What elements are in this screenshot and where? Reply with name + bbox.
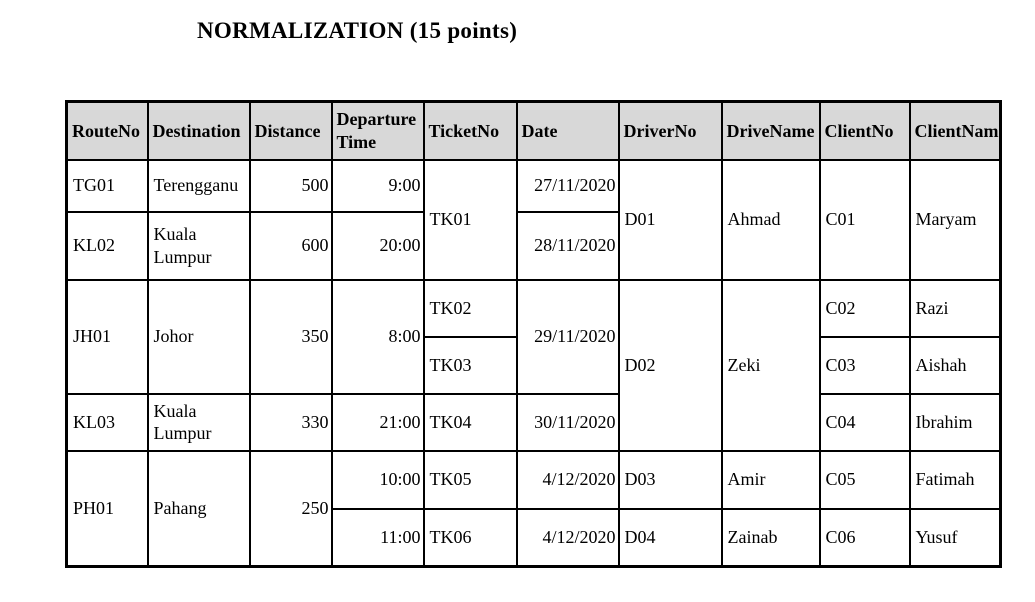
cell-distance: 500 (248, 158, 333, 213)
cell-ticketno: TK06 (422, 507, 518, 568)
cell-routeno: KL03 (65, 392, 149, 452)
col-header-destination: Destination (146, 100, 251, 161)
cell-routeno: PH01 (65, 449, 149, 568)
cell-drivename: Zainab (720, 507, 821, 568)
cell-departure-time: 20:00 (330, 210, 425, 281)
table-row: TK03 C03 Aishah (67, 335, 1002, 395)
normalization-table: RouteNo Destination Distance Departure T… (65, 100, 1002, 568)
cell-ticketno: TK01 (422, 158, 518, 281)
table-row: KL02 Kuala Lumpur 600 20:00 28/11/2020 (65, 210, 1001, 281)
cell-date: 4/12/2020 (515, 507, 620, 568)
cell-ticketno: TK05 (422, 449, 518, 510)
cell-departure-time: 9:00 (330, 158, 425, 213)
cell-clientno: C02 (818, 278, 911, 338)
col-header-distance: Distance (248, 100, 333, 161)
table-row: 11:00 TK06 4/12/2020 D04 Zainab C06 Yusu… (67, 507, 1002, 568)
col-header-driverno: DriverNo (617, 100, 723, 161)
cell-ticketno: TK04 (422, 392, 518, 452)
cell-driverno: D03 (617, 449, 723, 510)
cell-clientno: C04 (818, 392, 911, 452)
table-row: KL03 Kuala Lumpur 330 21:00 TK04 30/11/2… (65, 392, 1002, 452)
col-header-date: Date (515, 100, 620, 161)
cell-clientname: Ibrahim (908, 392, 1002, 452)
table-row: PH01 Pahang 250 10:00 TK05 4/12/2020 D03… (65, 449, 1002, 568)
cell-departure-time: 11:00 (330, 507, 425, 568)
cell-date: 4/12/2020 (515, 449, 620, 510)
col-header-drivename: DriveName (720, 100, 821, 161)
cell-destination: Terengganu (146, 158, 251, 213)
cell-date: 29/11/2020 (515, 278, 620, 395)
cell-drivename: Ahmad (720, 158, 821, 281)
cell-clientname: Maryam (908, 158, 1002, 281)
cell-departure-time: 21:00 (330, 392, 425, 452)
cell-ticketno: TK02 (422, 278, 518, 338)
cell-destination: Johor (146, 278, 251, 395)
cell-distance: 330 (248, 392, 333, 452)
table-row: JH01 Johor 350 8:00 TK02 29/11/2020 D02 … (65, 278, 1002, 452)
cell-driverno: D01 (617, 158, 723, 281)
cell-destination: Kuala Lumpur (146, 210, 251, 281)
page-title: NORMALIZATION (15 points) (197, 18, 518, 43)
cell-date: 30/11/2020 (515, 392, 620, 452)
cell-clientname: Razi (908, 278, 1002, 338)
cell-clientno: C03 (818, 335, 911, 395)
cell-drivename: Amir (720, 449, 821, 510)
cell-routeno: JH01 (65, 278, 149, 395)
cell-clientname: Fatimah (908, 449, 1002, 510)
col-header-routeno: RouteNo (65, 100, 149, 161)
cell-routeno: TG01 (65, 158, 149, 213)
cell-ticketno: TK03 (422, 335, 518, 395)
col-header-ticketno: TicketNo (422, 100, 518, 161)
col-header-departuretime: Departure Time (330, 100, 425, 161)
cell-distance: 350 (248, 278, 333, 395)
cell-routeno: KL02 (65, 210, 149, 281)
cell-driverno: D02 (617, 278, 723, 452)
col-header-clientname: ClientName (908, 100, 1002, 161)
cell-date: 27/11/2020 (515, 158, 620, 213)
cell-clientname: Yusuf (908, 507, 1002, 568)
cell-driverno: D04 (617, 507, 723, 568)
cell-departure-time: 10:00 (330, 449, 425, 510)
cell-distance: 250 (248, 449, 333, 568)
cell-clientno: C05 (818, 449, 911, 510)
cell-clientno: C01 (818, 158, 911, 281)
cell-clientno: C06 (818, 507, 911, 568)
table-row: TG01 Terengganu 500 9:00 TK01 27/11/2020… (65, 158, 1002, 281)
cell-drivename: Zeki (720, 278, 821, 452)
cell-destination: Kuala Lumpur (146, 392, 251, 452)
cell-clientname: Aishah (908, 335, 1002, 395)
cell-destination: Pahang (146, 449, 251, 568)
col-header-clientno: ClientNo (818, 100, 911, 161)
cell-date: 28/11/2020 (515, 210, 620, 281)
cell-distance: 600 (248, 210, 333, 281)
table-header-row: RouteNo Destination Distance Departure T… (65, 100, 1002, 161)
cell-departure-time: 8:00 (330, 278, 425, 395)
